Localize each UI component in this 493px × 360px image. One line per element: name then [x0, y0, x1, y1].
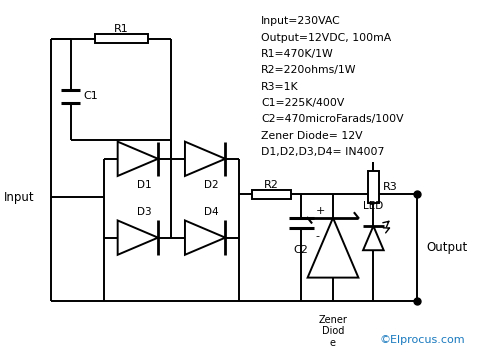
- Text: R1: R1: [114, 24, 129, 34]
- Text: C2: C2: [294, 245, 309, 255]
- Bar: [368, 171, 379, 203]
- Text: Input=230VAC: Input=230VAC: [261, 16, 341, 26]
- Text: C1: C1: [83, 91, 98, 101]
- Text: C2=470microFarads/100V: C2=470microFarads/100V: [261, 114, 404, 125]
- Text: R3=1K: R3=1K: [261, 82, 299, 92]
- Text: Zener Diode= 12V: Zener Diode= 12V: [261, 131, 362, 141]
- Text: R1=470K/1W: R1=470K/1W: [261, 49, 334, 59]
- Text: D2: D2: [204, 180, 218, 190]
- Polygon shape: [185, 141, 225, 176]
- Text: Zener
Diod
e: Zener Diod e: [318, 315, 348, 348]
- Text: D1,D2,D3,D4= IN4007: D1,D2,D3,D4= IN4007: [261, 147, 384, 157]
- Text: LED: LED: [363, 201, 384, 211]
- Text: Input: Input: [3, 191, 34, 204]
- Polygon shape: [363, 226, 384, 250]
- Text: +: +: [316, 206, 325, 216]
- Text: D3: D3: [137, 207, 151, 217]
- Text: -: -: [316, 231, 319, 241]
- Bar: [252, 190, 291, 199]
- Text: Output=12VDC, 100mA: Output=12VDC, 100mA: [261, 33, 391, 43]
- Text: R2=220ohms/1W: R2=220ohms/1W: [261, 66, 356, 75]
- Text: ©Elprocus.com: ©Elprocus.com: [379, 334, 465, 345]
- Text: D4: D4: [204, 207, 218, 217]
- Text: D1: D1: [137, 180, 151, 190]
- Polygon shape: [185, 220, 225, 255]
- Bar: [95, 34, 148, 43]
- Text: Output: Output: [426, 241, 467, 254]
- Polygon shape: [308, 218, 358, 278]
- Text: R3: R3: [383, 182, 398, 192]
- Text: C1=225K/400V: C1=225K/400V: [261, 98, 344, 108]
- Polygon shape: [118, 141, 158, 176]
- Polygon shape: [118, 220, 158, 255]
- Text: R2: R2: [264, 180, 279, 190]
